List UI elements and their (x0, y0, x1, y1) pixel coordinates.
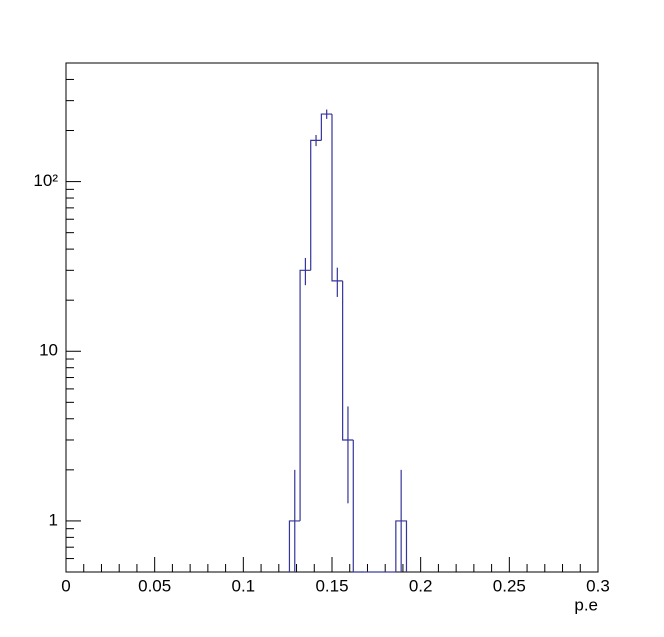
y-tick-label: 1 (49, 510, 58, 529)
histogram-bin (320, 113, 332, 141)
histogram-bin (288, 520, 301, 572)
x-tick-label: 0.1 (232, 576, 256, 595)
y-tick-label: 10² (33, 171, 58, 190)
x-tick-label: 0.3 (586, 576, 610, 595)
histogram-bin (352, 439, 364, 573)
histogram-bin (299, 269, 311, 521)
histogram-bin (331, 114, 343, 282)
histogram-bin (310, 139, 322, 271)
x-tick-label: 0.15 (315, 576, 348, 595)
x-tick-label: 0.05 (138, 576, 171, 595)
x-tick-label: 0.25 (493, 576, 526, 595)
x-axis-label: p.e (574, 595, 598, 614)
x-tick-label: 0 (61, 576, 70, 595)
y-tick-label: 10 (39, 341, 58, 360)
histogram-bin (342, 280, 354, 441)
x-tick-label: 0.2 (409, 576, 433, 595)
